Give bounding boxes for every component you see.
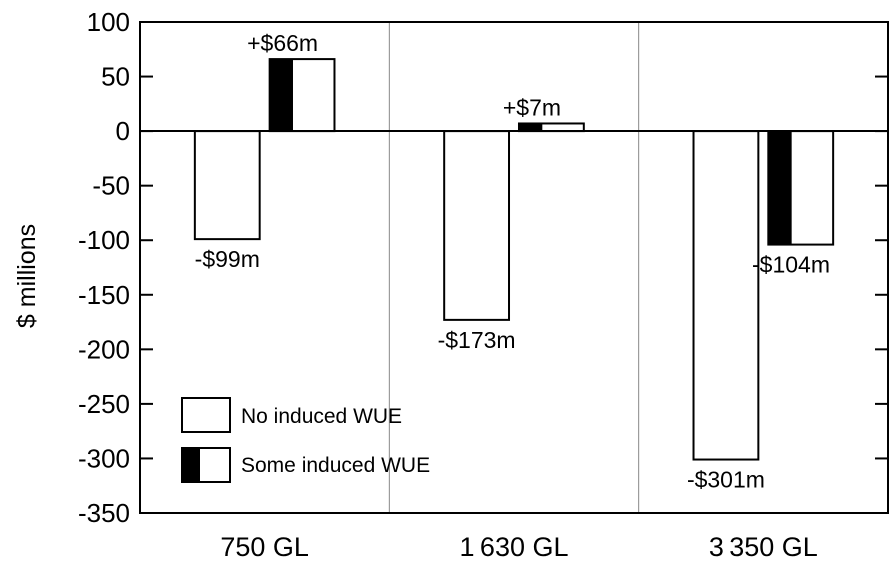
y-tick-label: 100 [87, 7, 130, 37]
bar-fill [518, 123, 543, 132]
category-dividers [388, 22, 640, 513]
legend-swatch-no-induced-wue [181, 397, 231, 433]
bars [193, 58, 835, 461]
data-label: -$104m [752, 252, 830, 278]
category-label: 3 350 GL [709, 532, 818, 562]
y-tick-label: -300 [78, 443, 130, 473]
bar [193, 130, 261, 241]
data-labels: -$99m +$66m -$173m +$7m -$301m -$104m [195, 30, 830, 492]
bar-fill [768, 131, 792, 245]
y-tick-label: -150 [78, 280, 130, 310]
y-tick-label: -250 [78, 389, 130, 419]
legend-swatch-some-induced-wue-fill [182, 448, 200, 482]
plot-frame [139, 21, 889, 514]
data-label: +$66m [247, 30, 318, 56]
category-labels: 750 GL 1 630 GL 3 350 GL [220, 532, 817, 562]
y-tick-label: 50 [101, 62, 130, 92]
data-label: +$7m [503, 94, 561, 120]
bar [443, 130, 511, 321]
legend: No induced WUE Some induced WUE [181, 397, 430, 483]
data-label: -$301m [687, 467, 765, 493]
y-tick-label: -50 [92, 171, 130, 201]
category-label: 750 GL [220, 532, 309, 562]
y-tick-label: 0 [116, 116, 130, 146]
legend-label-some-induced-wue: Some induced WUE [241, 454, 430, 477]
y-tick-label: -100 [78, 225, 130, 255]
category-label: 1 630 GL [460, 532, 569, 562]
legend-label-no-induced-wue: No induced WUE [241, 405, 402, 428]
y-axis: 100 50 0 -50 -100 -150 -200 -250 -300 -350 [78, 7, 888, 528]
bar-fill [269, 59, 293, 132]
bar [692, 130, 760, 461]
y-axis-label: $ millions [13, 224, 41, 328]
data-label: -$99m [195, 246, 260, 272]
y-tick-label: -350 [78, 498, 130, 528]
data-label: -$173m [438, 327, 516, 353]
y-tick-label: -200 [78, 334, 130, 364]
